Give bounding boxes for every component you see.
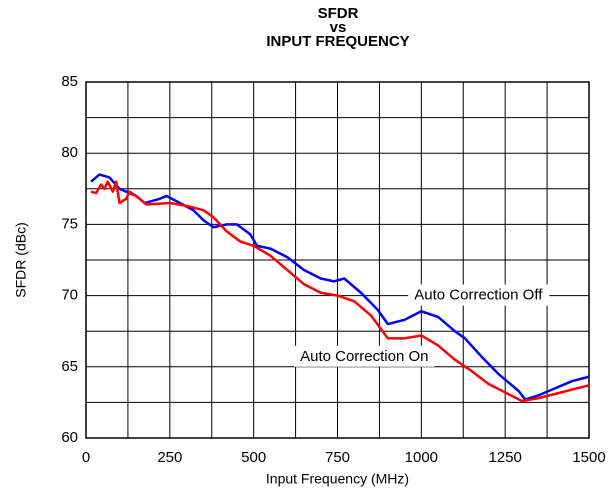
x-tick-label: 250: [157, 449, 182, 466]
x-tick-label: 0: [82, 449, 90, 466]
annotation: Auto Correction On: [294, 345, 435, 367]
series-line: [90, 173, 590, 401]
series-line: [90, 180, 590, 403]
y-tick-label: 80: [61, 144, 78, 161]
y-axis-label: SFDR (dBc): [13, 222, 29, 297]
y-tick-label: 65: [61, 358, 78, 375]
chart-title: SFDR: [318, 5, 359, 22]
annotation-background: [294, 345, 435, 367]
y-tick-label: 75: [61, 215, 78, 232]
x-tick-label: 1000: [405, 449, 438, 466]
y-tick-label: 60: [61, 429, 78, 446]
plot-frame: [85, 81, 590, 439]
y-tick-label: 70: [61, 287, 78, 304]
annotation-text: Auto Correction Off: [414, 287, 543, 304]
y-tick-label: 85: [61, 73, 78, 90]
chart-title: INPUT FREQUENCY: [266, 33, 409, 50]
chart-title: vs: [330, 19, 347, 36]
x-tick-label: 750: [325, 449, 350, 466]
annotation-background: [408, 284, 550, 306]
annotation-text: Auto Correction On: [300, 348, 428, 365]
x-tick-label: 1250: [488, 449, 521, 466]
x-tick-label: 500: [241, 449, 266, 466]
x-axis-label: Input Frequency (MHz): [266, 471, 409, 487]
annotation: Auto Correction Off: [408, 284, 550, 306]
x-tick-label: 1500: [572, 449, 605, 466]
